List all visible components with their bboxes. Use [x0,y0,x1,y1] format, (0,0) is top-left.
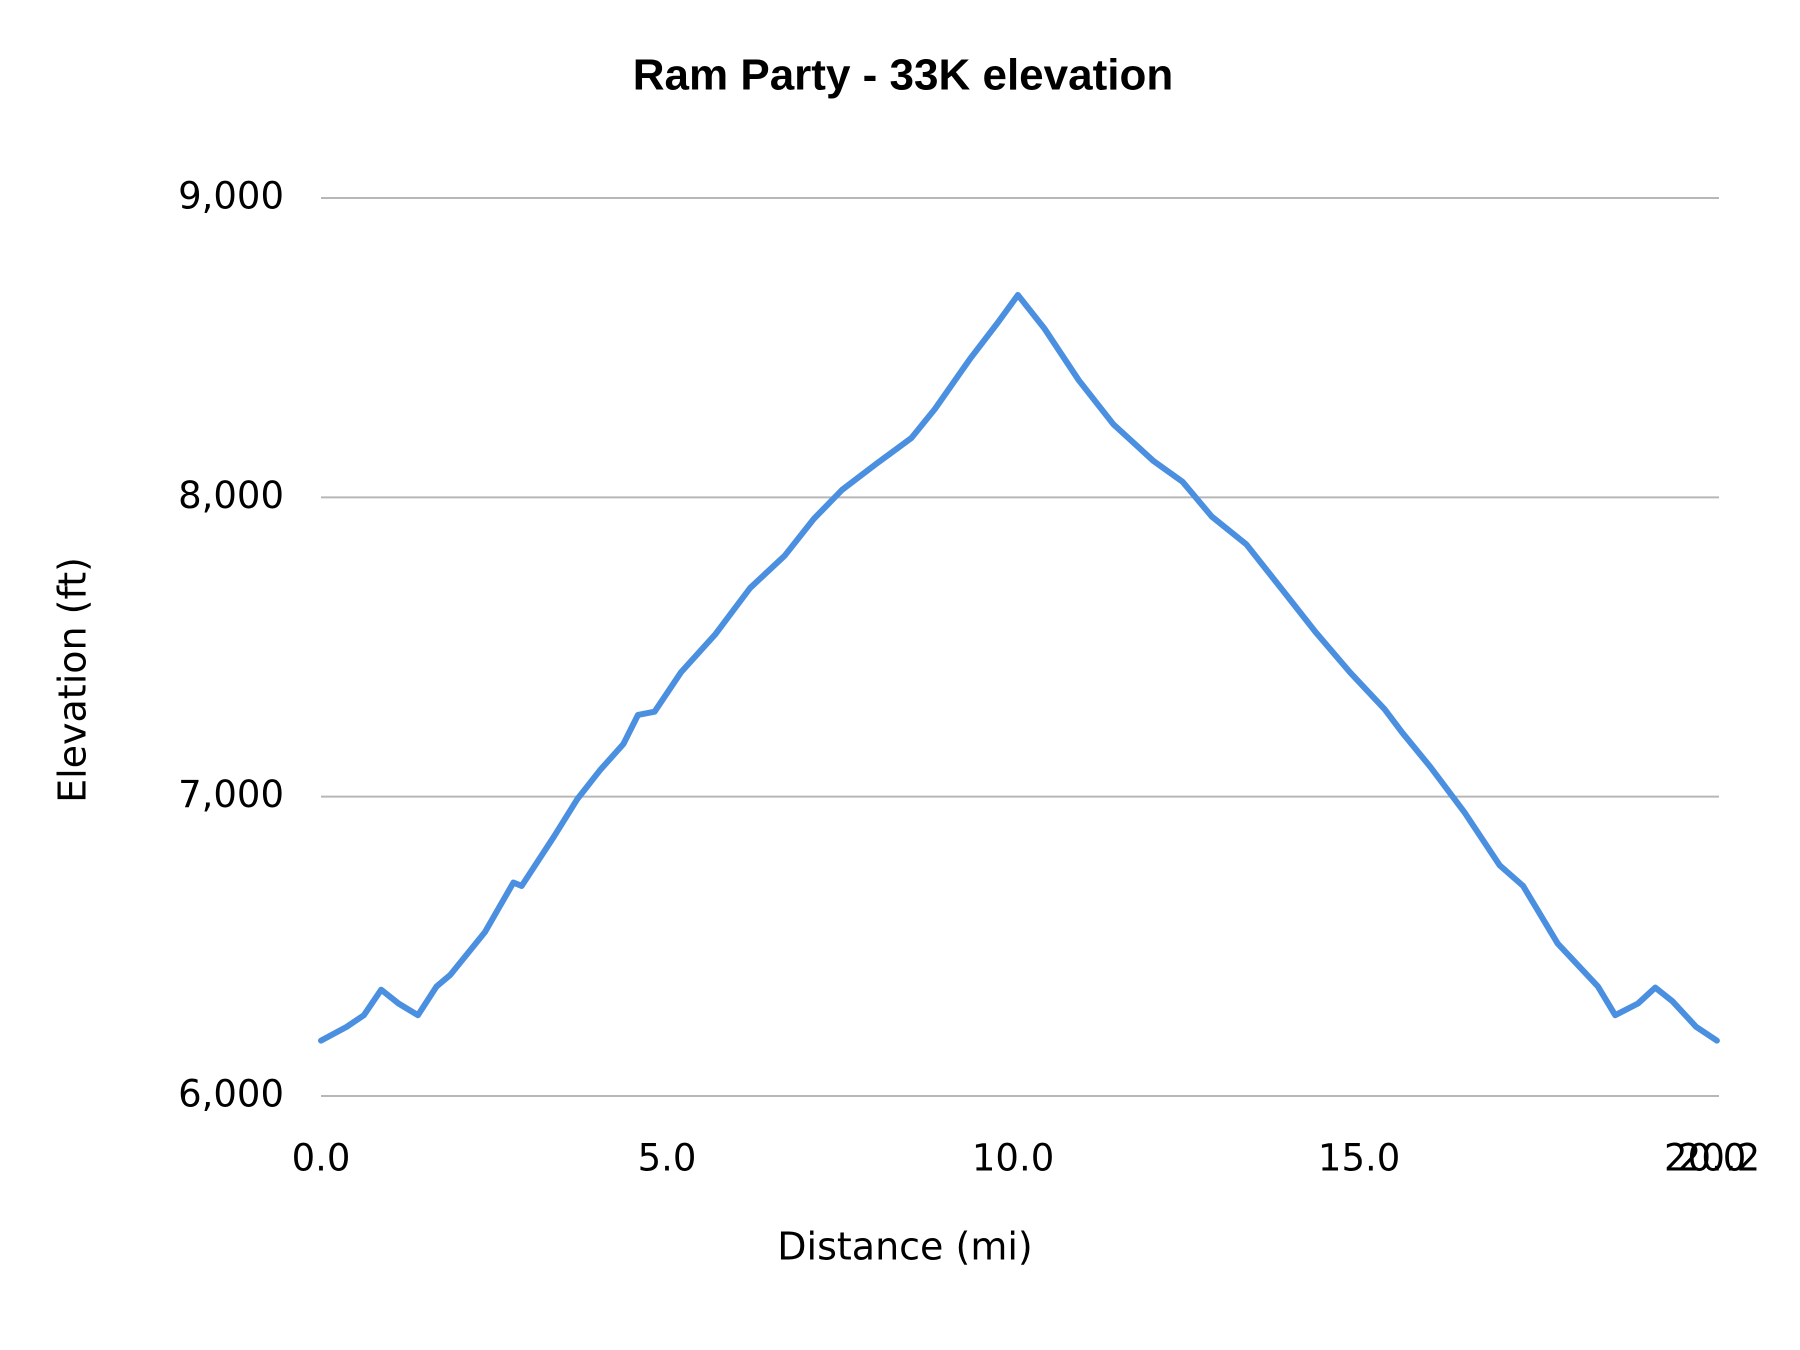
x-tick-label: 20.0 [1664,1137,1746,1180]
chart-title: Ram Party - 33K elevation [633,51,1173,100]
x-tick-label: 5.0 [638,1137,697,1180]
x-tick-label: 20.2 [1678,1137,1760,1180]
x-tick-label: 15.0 [1318,1137,1400,1180]
y-tick-label: 6,000 [178,1073,284,1116]
y-tick-label: 8,000 [178,474,284,517]
x-axis-title: Distance (mi) [777,1225,1032,1269]
y-tick-label: 7,000 [178,773,284,816]
y-tick-label: 9,000 [178,175,284,218]
x-tick-label: 0.0 [292,1137,351,1180]
x-tick-label: 10.0 [972,1137,1054,1180]
line [318,292,1720,1044]
y-axis-title: Elevation (ft) [51,557,95,803]
